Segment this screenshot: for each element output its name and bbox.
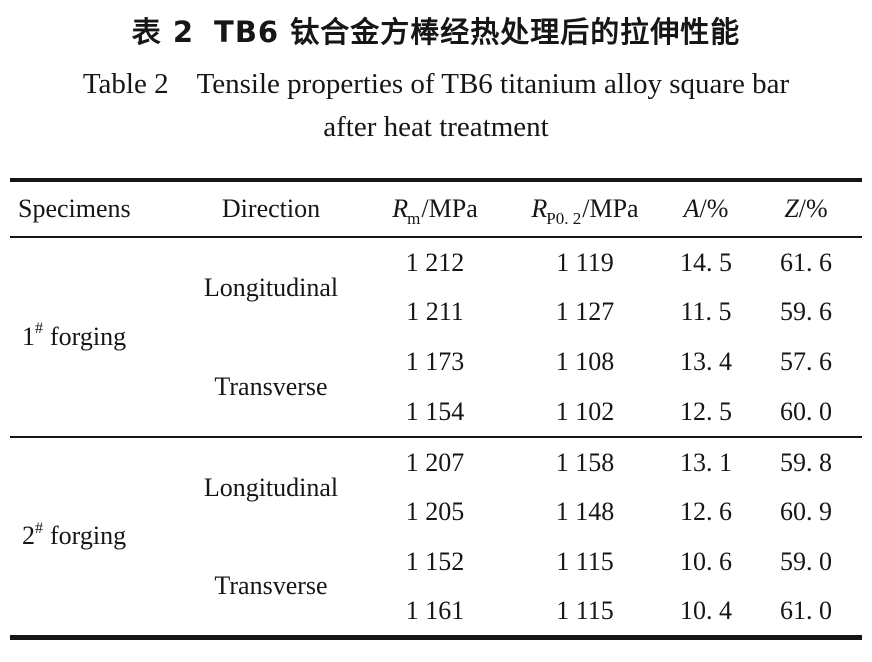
cell-reduction: 60. 9	[780, 497, 832, 526]
cell-rp02: 1 158	[508, 436, 662, 487]
cell-rm: 1 154	[405, 396, 465, 426]
cell-rp02: 1 102	[555, 396, 615, 426]
table-row: 2# forging Longitudinal 1 207 1 158 13. 1…	[10, 436, 862, 637]
table-caption-zh-text: TB6 钛合金方棒经热处理后的拉伸性能	[214, 15, 741, 49]
specimen-number: 1	[22, 322, 35, 351]
direction-label: Longitudinal	[203, 272, 339, 302]
cell-elongation: 12. 5	[680, 396, 732, 426]
cell-rp02: 1 127	[555, 297, 615, 326]
tensile-properties-table-container: Specimens Direction Rm/MPa RP0. 2/MPa A/…	[10, 178, 862, 640]
specimen-word: forging	[50, 322, 127, 351]
header-rp02: RP0. 2/MPa	[508, 180, 662, 238]
cell-rp02: 1 115	[556, 595, 614, 625]
cell-rm: 1 173	[405, 347, 465, 376]
cell-rp02: 1 115	[556, 547, 614, 576]
table-caption-en-text2: after heat treatment	[323, 111, 549, 143]
header-reduction-symbol: Z	[784, 194, 799, 223]
direction-label: Transverse	[214, 570, 328, 600]
cell-elongation: 11. 5	[680, 297, 732, 326]
tensile-properties-table: Specimens Direction Rm/MPa RP0. 2/MPa A/…	[10, 178, 862, 640]
header-rm-subscript: m	[407, 209, 421, 228]
cell-elongation: 12. 6	[680, 497, 732, 526]
cell-reduction: 59. 8	[750, 436, 862, 487]
table-caption-en-text: Tensile properties of TB6 titanium alloy…	[196, 68, 790, 100]
table-caption-en-line1: Table 2 Tensile properties of TB6 titaniu…	[0, 68, 872, 101]
header-rp02-symbol: R	[531, 194, 548, 223]
table-row: 1 161 1 115 10. 4 61. 0	[10, 587, 862, 637]
cell-reduction: 59. 6	[780, 297, 832, 326]
cell-elongation: 10. 4	[680, 595, 732, 625]
header-row: Specimens Direction Rm/MPa RP0. 2/MPa A/…	[10, 180, 862, 238]
table-caption-en-line2: after heat treatment	[0, 111, 872, 144]
specimen-number: 2	[22, 521, 35, 551]
table-caption-zh-label: 表 2	[131, 15, 195, 49]
table-row: Transverse 1 152 1 115 10. 6 59. 0	[10, 537, 862, 600]
cell-reduction: 60. 0	[780, 396, 832, 426]
cell-rp02: 1 108	[555, 347, 615, 376]
table-row: 1 154 1 102 12. 5 60. 0	[10, 387, 862, 437]
header-rp02-unit: /MPa	[582, 194, 639, 223]
specimen-label-2: 2# forging	[10, 436, 180, 637]
specimen-label-1: 1# forging	[10, 237, 180, 437]
cell-elongation: 13. 4	[680, 347, 732, 376]
cell-reduction: 59. 0	[780, 547, 832, 576]
header-elongation-symbol: A	[683, 194, 700, 223]
cell-elongation: 13. 1	[662, 436, 750, 487]
header-reduction-unit: /%	[798, 194, 828, 223]
cell-rm: 1 207	[362, 436, 508, 487]
cell-rm: 1 205	[405, 497, 465, 526]
cell-rp02: 1 119	[556, 247, 614, 277]
header-elongation: A/%	[662, 180, 750, 238]
table-caption-zh: 表 2 TB6 钛合金方棒经热处理后的拉伸性能	[0, 9, 872, 51]
table-row: 1 205 1 148 12. 6 60. 9	[10, 487, 862, 537]
header-rp02-subscript: P0. 2	[546, 209, 582, 228]
cell-rm: 1 152	[405, 547, 465, 576]
cell-elongation: 10. 6	[680, 547, 732, 576]
header-elongation-unit: /%	[699, 194, 729, 223]
cell-rm: 1 212	[405, 247, 465, 277]
header-rm-unit: /MPa	[421, 194, 478, 223]
direction-label: Longitudinal	[180, 436, 362, 537]
header-direction: Direction	[180, 180, 362, 238]
header-reduction: Z/%	[750, 180, 862, 238]
specimen-hash-sup: #	[35, 519, 43, 537]
cell-rm: 1 211	[406, 297, 464, 326]
cell-reduction: 61. 0	[780, 595, 832, 625]
cell-rp02: 1 148	[555, 497, 615, 526]
cell-reduction: 57. 6	[780, 347, 832, 376]
specimen-word: forging	[50, 521, 127, 551]
table-row: Transverse 1 173 1 108 13. 4 57. 6	[10, 337, 862, 401]
cell-rm: 1 161	[405, 595, 465, 625]
table-caption-en-label: Table 2	[82, 68, 169, 100]
header-specimens: Specimens	[10, 180, 180, 238]
cell-reduction: 61. 6	[780, 247, 832, 277]
header-rm: Rm/MPa	[362, 180, 508, 238]
cell-elongation: 14. 5	[680, 247, 732, 277]
header-rm-symbol: R	[392, 194, 409, 223]
specimen-hash-sup: #	[35, 320, 43, 338]
paper-table-figure: 表 2 TB6 钛合金方棒经热处理后的拉伸性能 Table 2 Tensile pr…	[0, 9, 872, 640]
direction-label: Transverse	[214, 371, 328, 401]
table-row: 1# forging Longitudinal 1 212 1 119 14. 5…	[10, 237, 862, 352]
table-row: 1 211 1 127 11. 5 59. 6	[10, 287, 862, 337]
